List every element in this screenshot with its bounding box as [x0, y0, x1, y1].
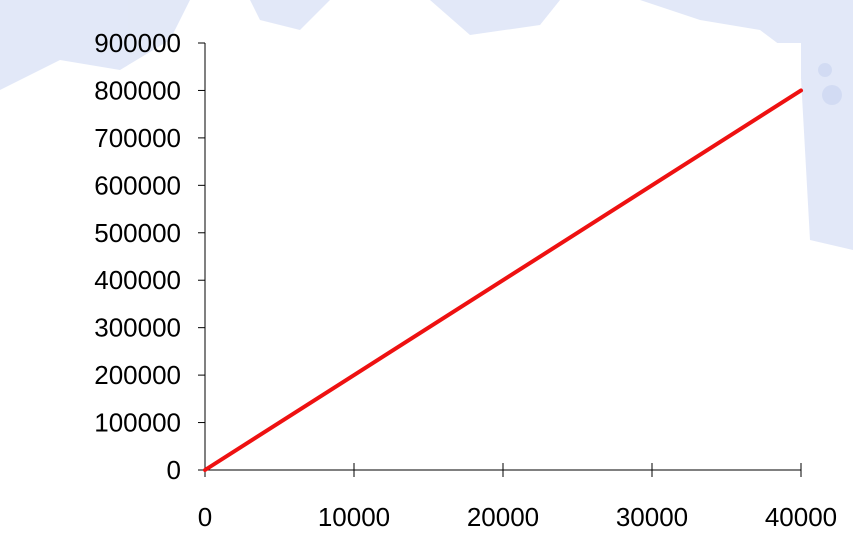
- x-tick-label: 20000: [467, 502, 539, 532]
- series-layer: [203, 88, 803, 472]
- y-tick-label: 600000: [94, 170, 181, 200]
- y-axis-ticks: 0 100000 200000 300000 400000 500000 600000 700…: [94, 28, 205, 485]
- y-tick-label: 100000: [94, 408, 181, 438]
- x-axis-ticks: 0 10000 20000 30000 40000: [198, 463, 837, 532]
- x-tick-label: 10000: [318, 502, 390, 532]
- y-tick-label: 500000: [94, 218, 181, 248]
- y-tick-label: 900000: [94, 28, 181, 58]
- y-tick-label: 300000: [94, 313, 181, 343]
- y-tick-label: 700000: [94, 123, 181, 153]
- y-tick-label: 400000: [94, 265, 181, 295]
- plot-area: [205, 43, 801, 470]
- series-line: [203, 88, 803, 472]
- y-tick-label: 800000: [94, 75, 181, 105]
- x-tick-label: 0: [198, 502, 212, 532]
- y-tick-label: 200000: [94, 360, 181, 390]
- y-tick-label: 0: [167, 455, 181, 485]
- x-tick-label: 40000: [765, 502, 837, 532]
- x-tick-label: 30000: [616, 502, 688, 532]
